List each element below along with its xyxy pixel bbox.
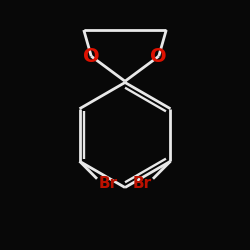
Text: O: O: [83, 47, 100, 66]
Text: Br: Br: [132, 176, 151, 191]
Text: Br: Br: [99, 176, 118, 191]
Text: O: O: [150, 47, 167, 66]
